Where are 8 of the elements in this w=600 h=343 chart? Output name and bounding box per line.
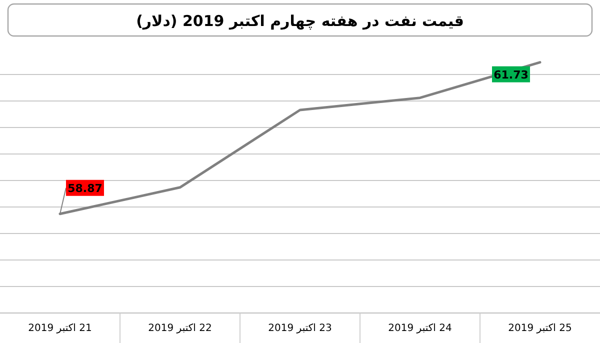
x-tick-label: 24 اکتبر 2019: [388, 323, 452, 334]
data-label: 58.87: [68, 182, 102, 195]
x-tick-label: 25 اکتبر 2019: [508, 323, 572, 334]
data-label: 61.73: [494, 68, 528, 82]
chart-title: قیمت نفت در هفته چهارم اکتبر 2019 (دلار): [136, 12, 464, 30]
x-tick-label: 23 اکتبر 2019: [268, 323, 332, 334]
x-tick-label: 22 اکتبر 2019: [148, 323, 212, 334]
x-tick-label: 21 اکتبر 2019: [28, 323, 92, 334]
